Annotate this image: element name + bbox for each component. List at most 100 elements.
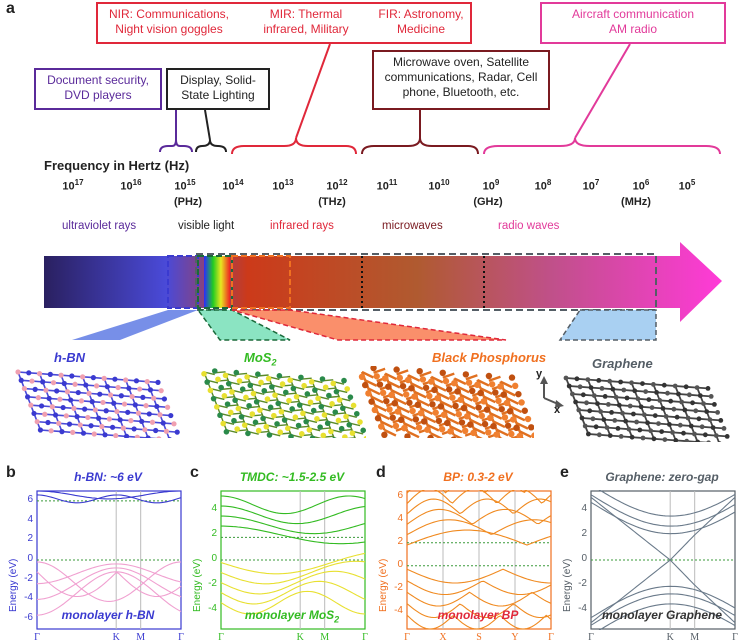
lattice-atom <box>96 416 101 421</box>
panel-letter-d: d <box>376 464 386 482</box>
label-mos2: MoS2 <box>244 350 276 368</box>
lattice-atom <box>668 399 673 404</box>
lattice-atom <box>594 424 599 429</box>
lattice-atom <box>603 394 608 399</box>
lattice-atom <box>576 408 581 413</box>
lattice-atom <box>165 405 170 410</box>
lattice-atom <box>610 387 615 392</box>
lattice-atom <box>375 415 381 421</box>
y-tick-label: -2 <box>199 578 217 589</box>
lattice-atom <box>502 414 508 420</box>
lattice-atom <box>697 416 702 421</box>
lattice-atom <box>289 406 295 412</box>
lattice-atom <box>116 385 121 390</box>
lattice-atom <box>145 379 150 384</box>
lattice-atom <box>709 394 714 399</box>
frequency-exponent: 9 <box>495 178 499 187</box>
lattice-atom <box>26 370 31 375</box>
lattice-atom <box>100 400 105 405</box>
lattice-atom <box>140 395 145 400</box>
lattice-atom <box>512 383 518 389</box>
lattice-atom <box>164 429 169 434</box>
lattice-atom <box>237 378 243 384</box>
lattice-atom <box>70 430 75 435</box>
lattice-atom <box>145 435 150 438</box>
lattice-atom <box>94 383 99 388</box>
lattice-atom <box>150 420 155 425</box>
lattice-atom <box>43 388 48 393</box>
lattice-atom <box>452 403 458 409</box>
frequency-base: 10 <box>62 181 74 193</box>
lattice-atom <box>578 384 583 389</box>
plot-title: h-BN: ~6 eV <box>36 470 180 484</box>
lattice-atom <box>581 392 586 397</box>
lattice-atom <box>374 373 380 379</box>
y-tick-label: -4 <box>569 603 587 614</box>
lattice-atom <box>153 428 158 433</box>
lattice-atom <box>711 425 716 430</box>
frequency-label: 106 <box>626 178 656 193</box>
lattice-atom <box>650 405 655 410</box>
label-black-phosphorus: Black Phosphorus <box>432 350 546 365</box>
y-tick-label: -6 <box>15 612 33 623</box>
lattice-atom <box>268 405 274 411</box>
lattice-atom <box>108 392 113 397</box>
lattice-atom <box>698 393 703 398</box>
lattice-atom <box>214 404 220 410</box>
lattice-atom <box>99 424 104 429</box>
lattice-atom <box>81 431 86 436</box>
lattice-atom <box>406 400 412 406</box>
lattice-atom <box>504 400 510 406</box>
lattice-atom <box>111 401 116 406</box>
y-tick-label: 2 <box>569 528 587 539</box>
lattice-atom <box>310 435 316 438</box>
lattice-atom <box>218 385 224 391</box>
frequency-exponent: 13 <box>285 178 294 187</box>
lattice-atom <box>102 376 107 381</box>
lattice-atom <box>220 421 226 427</box>
lattice-atom <box>269 384 275 390</box>
lattice-atom <box>500 391 506 397</box>
panel-letter-b: b <box>6 464 16 482</box>
lattice-atom <box>229 389 235 395</box>
y-tick-label: -2 <box>15 573 33 584</box>
lattice-atom <box>274 421 280 427</box>
lattice-atom <box>40 379 45 384</box>
lattice-atom <box>330 381 336 387</box>
lattice-atom <box>317 424 323 430</box>
y-tick-label: -4 <box>385 605 403 616</box>
lattice-atom <box>670 430 675 435</box>
lattice-atom <box>672 407 677 412</box>
lattice-atom <box>80 374 85 379</box>
lattice-atom <box>592 393 597 398</box>
xy-axes-icon <box>534 374 568 414</box>
band-infrared: infrared rays <box>270 220 334 232</box>
lattice-atom <box>416 368 422 374</box>
lattice-atom <box>381 432 387 438</box>
lattice-atom <box>695 385 700 390</box>
lattice-atom <box>331 437 337 438</box>
lattice-atom <box>299 431 305 437</box>
lattice-atom <box>168 413 173 418</box>
lattice-atom <box>637 428 642 433</box>
lattice-atom <box>231 418 237 424</box>
lattice-atom <box>525 416 531 422</box>
frequency-exponent: 11 <box>389 178 397 187</box>
lattice-atom <box>424 427 430 433</box>
lattice-atom <box>128 418 133 423</box>
lattice-atom <box>712 402 717 407</box>
visible-strip <box>204 256 230 308</box>
frequency-base: 10 <box>535 181 547 193</box>
lattice-atom <box>53 412 58 417</box>
lattice-atom <box>609 410 614 415</box>
lattice-atom <box>401 425 407 431</box>
lattice-atom <box>639 404 644 409</box>
lattice-atom <box>693 408 698 413</box>
lattice-atom <box>477 390 483 396</box>
lattice-atom <box>309 379 315 385</box>
lattice-atom <box>291 386 297 392</box>
lattice-atom <box>113 433 118 438</box>
lattice-atom <box>123 377 128 382</box>
y-tick-label: 0 <box>385 559 403 570</box>
lattice-atom <box>82 407 87 412</box>
